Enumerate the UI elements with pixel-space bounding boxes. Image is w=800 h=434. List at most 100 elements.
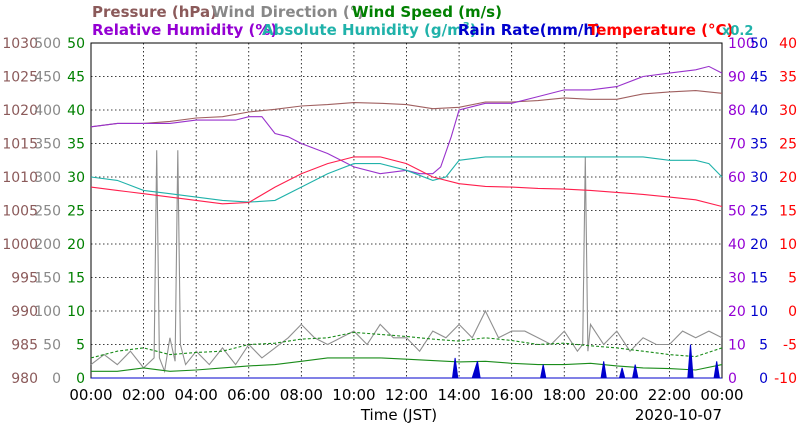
tick-label-relative-humidity: 10 xyxy=(728,338,746,354)
tick-label-wind-speed: 25 xyxy=(67,204,85,220)
tick-label-relative-humidity: 60 xyxy=(728,170,746,186)
date-label: 2020-10-07 xyxy=(635,406,722,424)
tick-label-temperature: 10 xyxy=(779,237,797,253)
legend-rain-rate: Rain Rate(mm/h) xyxy=(458,21,601,39)
tick-label-pressure: 1010 xyxy=(2,170,38,186)
x-tick-label: 02:00 xyxy=(122,386,165,404)
x-tick-label: 00:00 xyxy=(69,386,112,404)
tick-label-temperature: 5 xyxy=(788,271,797,287)
tick-label-relative-humidity: 100 xyxy=(728,36,755,52)
tick-label-temperature: 30 xyxy=(779,103,797,119)
tick-label-rain-rate: 10 xyxy=(750,304,768,320)
tick-label-wind-speed: 35 xyxy=(67,137,85,153)
tick-label-wind-speed: 10 xyxy=(67,304,85,320)
tick-label-rain-rate: 40 xyxy=(750,103,768,119)
tick-label-temperature: 35 xyxy=(779,70,797,86)
tick-label-wind-direction: 450 xyxy=(34,70,61,86)
x-tick-label: 14:00 xyxy=(437,386,480,404)
tick-label-pressure: 1020 xyxy=(2,103,38,119)
tick-label-wind-speed: 20 xyxy=(67,237,85,253)
tick-label-rain-rate: 50 xyxy=(750,36,768,52)
x-tick-label: 00:00 xyxy=(700,386,743,404)
tick-label-pressure: 1030 xyxy=(2,36,38,52)
tick-label-rain-rate: 25 xyxy=(750,204,768,220)
x-tick-label: 10:00 xyxy=(332,386,375,404)
legend-multiplier: x0.2 xyxy=(722,24,753,39)
tick-label-wind-direction: 350 xyxy=(34,137,61,153)
tick-label-wind-direction: 100 xyxy=(34,304,61,320)
tick-label-relative-humidity: 30 xyxy=(728,271,746,287)
tick-label-pressure: 1000 xyxy=(2,237,38,253)
tick-label-temperature: 0 xyxy=(788,304,797,320)
tick-label-rain-rate: 20 xyxy=(750,237,768,253)
x-axis: 00:00 02:00 04:00 06:00 08:00 10:00 12:00 14:00… xyxy=(69,386,743,404)
tick-label-wind-speed: 0 xyxy=(76,371,85,387)
x-tick-label: 12:00 xyxy=(385,386,428,404)
tick-label-pressure: 980 xyxy=(11,371,38,387)
tick-label-wind-direction: 150 xyxy=(34,271,61,287)
tick-label-temperature: 25 xyxy=(779,137,797,153)
tick-label-rain-rate: 0 xyxy=(759,371,768,387)
x-tick-label: 20:00 xyxy=(595,386,638,404)
tick-label-relative-humidity: 90 xyxy=(728,70,746,86)
tick-label-wind-direction: 50 xyxy=(43,338,61,354)
tick-label-temperature: -10 xyxy=(774,371,797,387)
x-tick-label: 06:00 xyxy=(227,386,270,404)
tick-label-wind-direction: 500 xyxy=(34,36,61,52)
tick-label-rain-rate: 30 xyxy=(750,170,768,186)
tick-label-pressure: 1005 xyxy=(2,204,38,220)
grid xyxy=(91,43,722,378)
legend-absolute-humidity-text: Absolute Humidity (g/m xyxy=(262,21,463,39)
tick-label-wind-speed: 45 xyxy=(67,70,85,86)
tick-label-wind-speed: 30 xyxy=(67,170,85,186)
tick-label-rain-rate: 5 xyxy=(759,338,768,354)
tick-label-rain-rate: 45 xyxy=(750,70,768,86)
x-tick-label: 18:00 xyxy=(543,386,586,404)
series-rain-rate xyxy=(91,344,722,379)
tick-label-rain-rate: 35 xyxy=(750,137,768,153)
tick-label-pressure: 1025 xyxy=(2,70,38,86)
tick-label-pressure: 995 xyxy=(11,271,38,287)
legend-temperature: Temperature (°C) xyxy=(588,21,733,39)
series-layer xyxy=(90,65,723,379)
tick-label-relative-humidity: 20 xyxy=(728,304,746,320)
legend-wind-direction: Wind Direction (°) xyxy=(212,3,364,21)
tick-label-wind-speed: 5 xyxy=(76,338,85,354)
tick-label-wind-speed: 40 xyxy=(67,103,85,119)
tick-label-wind-direction: 0 xyxy=(52,371,61,387)
tick-label-pressure: 990 xyxy=(11,304,38,320)
tick-label-relative-humidity: 50 xyxy=(728,204,746,220)
tick-label-wind-speed: 50 xyxy=(67,36,85,52)
series-ah xyxy=(90,156,723,203)
x-tick-label: 22:00 xyxy=(648,386,691,404)
series-temp xyxy=(90,156,723,208)
legend-relative-humidity: Relative Humidity (%) xyxy=(92,21,277,39)
tick-label-wind-direction: 300 xyxy=(34,170,61,186)
tick-label-rain-rate: 15 xyxy=(750,271,768,287)
x-tick-label: 16:00 xyxy=(490,386,533,404)
series-pressure xyxy=(90,90,723,128)
tick-label-relative-humidity: 40 xyxy=(728,237,746,253)
x-tick-label: 04:00 xyxy=(175,386,218,404)
legend-wind-speed: Wind Speed (m/s) xyxy=(352,3,502,21)
tick-label-temperature: 20 xyxy=(779,170,797,186)
tick-label-relative-humidity: 80 xyxy=(728,103,746,119)
tick-label-relative-humidity: 0 xyxy=(728,371,737,387)
tick-label-temperature: 15 xyxy=(779,204,797,220)
tick-label-temperature: -5 xyxy=(783,338,797,354)
right-axes: 1009080706050403020100504540353025201510… xyxy=(728,36,797,387)
tick-label-pressure: 1015 xyxy=(2,137,38,153)
series-wd xyxy=(90,150,723,374)
tick-label-temperature: 40 xyxy=(779,36,797,52)
series-rh xyxy=(90,65,723,175)
legend-absolute-humidity: Absolute Humidity (g/m3) xyxy=(262,21,477,39)
tick-label-pressure: 985 xyxy=(11,338,38,354)
tick-label-wind-direction: 250 xyxy=(34,204,61,220)
tick-label-wind-direction: 400 xyxy=(34,103,61,119)
x-axis-label: Time (JST) xyxy=(360,406,437,424)
legend-pressure: Pressure (hPa) xyxy=(92,3,217,21)
legend-absolute-humidity-sup: 3 xyxy=(463,21,470,32)
series-ws xyxy=(91,357,723,372)
tick-label-wind-direction: 200 xyxy=(34,237,61,253)
